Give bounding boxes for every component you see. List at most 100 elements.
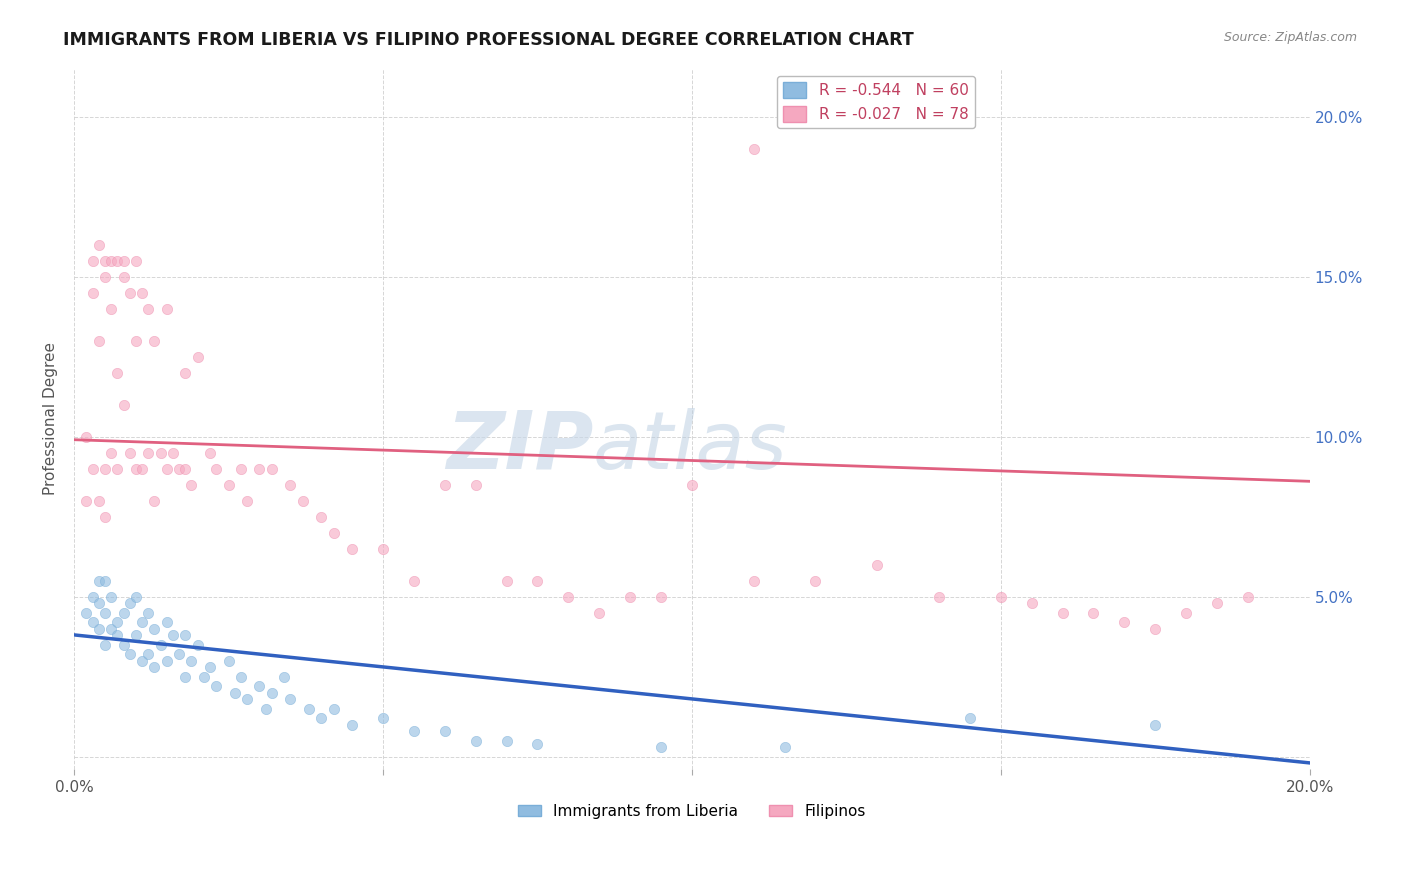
Point xyxy=(87,237,110,252)
Point xyxy=(125,461,148,475)
Point xyxy=(804,574,827,588)
Point xyxy=(1114,615,1136,629)
Point xyxy=(526,574,548,588)
Point xyxy=(526,737,548,751)
Point xyxy=(149,638,172,652)
Point xyxy=(866,558,889,572)
Point xyxy=(650,739,672,754)
Point xyxy=(87,596,110,610)
Point xyxy=(112,638,135,652)
Point xyxy=(112,606,135,620)
Point xyxy=(162,445,184,459)
Y-axis label: Professional Degree: Professional Degree xyxy=(44,343,58,495)
Point xyxy=(278,692,301,706)
Point xyxy=(371,711,394,725)
Point xyxy=(82,285,104,300)
Point xyxy=(131,285,153,300)
Point xyxy=(433,477,456,491)
Point xyxy=(100,622,122,636)
Point xyxy=(100,253,122,268)
Point xyxy=(273,669,295,683)
Point xyxy=(309,509,332,524)
Point xyxy=(105,253,128,268)
Point xyxy=(94,269,117,284)
Point xyxy=(557,590,579,604)
Point xyxy=(112,269,135,284)
Point xyxy=(94,638,117,652)
Point xyxy=(75,493,97,508)
Point xyxy=(94,509,117,524)
Point xyxy=(167,647,190,661)
Point xyxy=(1021,596,1043,610)
Point xyxy=(371,541,394,556)
Point xyxy=(495,574,517,588)
Point xyxy=(218,477,240,491)
Point xyxy=(229,669,252,683)
Point xyxy=(322,525,344,540)
Point xyxy=(100,301,122,316)
Point xyxy=(125,253,148,268)
Point xyxy=(180,477,202,491)
Point xyxy=(260,685,283,699)
Point xyxy=(495,733,517,747)
Point xyxy=(309,711,332,725)
Point xyxy=(260,461,283,475)
Point xyxy=(254,701,277,715)
Point xyxy=(1144,622,1167,636)
Point xyxy=(180,653,202,667)
Point xyxy=(1206,596,1229,610)
Point xyxy=(205,461,228,475)
Point xyxy=(681,477,703,491)
Point xyxy=(174,461,197,475)
Point xyxy=(118,285,141,300)
Point xyxy=(402,574,425,588)
Point xyxy=(1083,606,1105,620)
Point xyxy=(94,253,117,268)
Point xyxy=(131,615,153,629)
Point xyxy=(143,493,166,508)
Point xyxy=(94,461,117,475)
Legend: Immigrants from Liberia, Filipinos: Immigrants from Liberia, Filipinos xyxy=(512,797,872,825)
Point xyxy=(105,615,128,629)
Point xyxy=(1144,717,1167,731)
Point xyxy=(105,461,128,475)
Point xyxy=(94,574,117,588)
Point xyxy=(149,445,172,459)
Point xyxy=(167,461,190,475)
Point xyxy=(118,445,141,459)
Point xyxy=(125,334,148,348)
Point xyxy=(236,692,259,706)
Point xyxy=(464,477,486,491)
Text: IMMIGRANTS FROM LIBERIA VS FILIPINO PROFESSIONAL DEGREE CORRELATION CHART: IMMIGRANTS FROM LIBERIA VS FILIPINO PROF… xyxy=(63,31,914,49)
Point xyxy=(143,334,166,348)
Point xyxy=(249,679,271,693)
Point xyxy=(322,701,344,715)
Point xyxy=(1052,606,1074,620)
Point xyxy=(928,590,950,604)
Point xyxy=(112,253,135,268)
Point xyxy=(82,461,104,475)
Point xyxy=(174,366,197,380)
Point xyxy=(156,301,179,316)
Point xyxy=(125,590,148,604)
Point xyxy=(105,366,128,380)
Point xyxy=(156,653,179,667)
Point xyxy=(650,590,672,604)
Point xyxy=(100,590,122,604)
Point xyxy=(94,606,117,620)
Point xyxy=(187,638,209,652)
Point xyxy=(174,628,197,642)
Point xyxy=(87,493,110,508)
Point xyxy=(75,429,97,443)
Point xyxy=(205,679,228,693)
Point xyxy=(588,606,610,620)
Point xyxy=(193,669,215,683)
Point xyxy=(402,723,425,738)
Point xyxy=(136,301,159,316)
Point xyxy=(87,574,110,588)
Point xyxy=(249,461,271,475)
Point xyxy=(959,711,981,725)
Point xyxy=(143,660,166,674)
Point xyxy=(990,590,1012,604)
Point xyxy=(136,606,159,620)
